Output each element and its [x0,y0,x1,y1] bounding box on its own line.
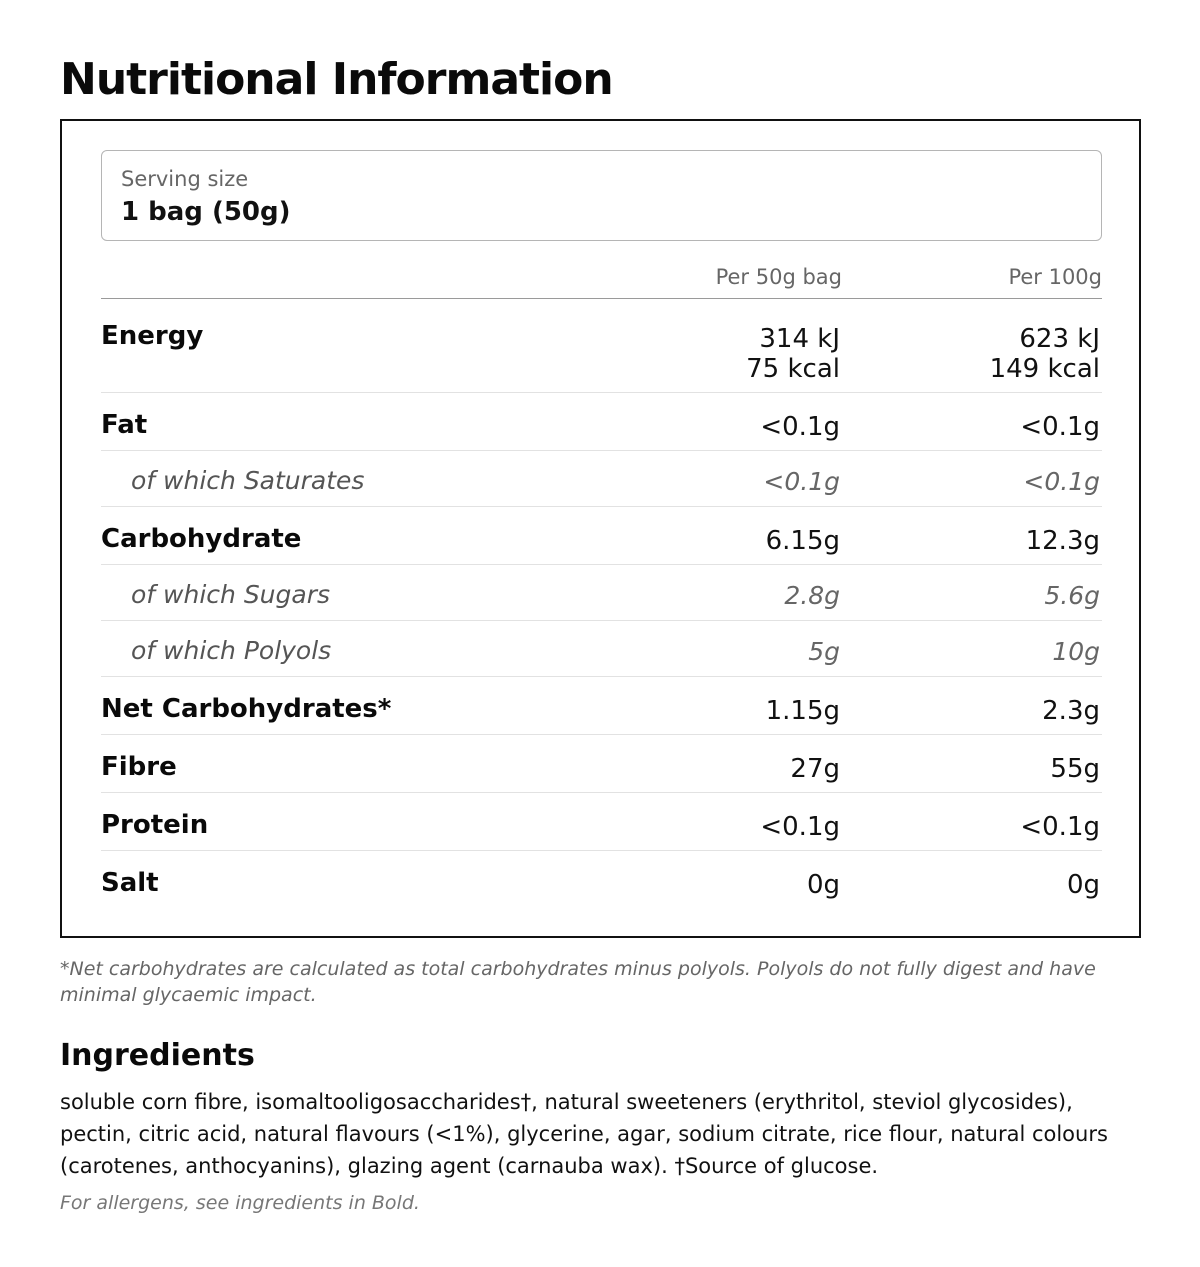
nutrient-name: of which Polyols [131,636,332,665]
value-per-bag: 2.8g [784,581,840,610]
table-row-carbohydrate: Carbohydrate 6.15g 12.3g [101,507,1102,565]
ingredients-heading: Ingredients [60,1038,255,1073]
page-title: Nutritional Information [60,54,614,105]
nutrient-name: of which Sugars [131,580,331,609]
table-row-salt: Salt 0g 0g [101,851,1102,909]
value-per-bag: 0g [806,870,840,900]
nutrient-name: of which Saturates [131,466,365,495]
value-per-bag: <0.1g [763,467,840,496]
column-header-per-bag: Per 50g bag [715,265,842,289]
value-per-100g-kj: 623 kJ [1019,324,1100,354]
value-per-bag: 6.15g [765,526,840,556]
nutrient-name: Net Carbohydrates* [101,694,392,724]
table-header: Per 50g bag Per 100g [101,259,1102,299]
value-per-100g: <0.1g [1023,467,1100,496]
value-per-100g: 2.3g [1042,696,1100,726]
table-row-fat: Fat <0.1g <0.1g [101,393,1102,451]
nutrient-name: Energy [101,321,204,351]
value-per-100g: 0g [1066,870,1100,900]
value-per-bag: <0.1g [760,412,840,442]
nutrient-name: Salt [101,868,159,898]
nutrition-table: Per 50g bag Per 100g Energy 314 kJ 75 kc… [101,259,1102,909]
value-per-bag: <0.1g [760,812,840,842]
value-per-100g: 12.3g [1025,526,1100,556]
value-per-bag: 27g [790,754,840,784]
column-header-per-100g: Per 100g [1008,265,1102,289]
table-row-fibre: Fibre 27g 55g [101,735,1102,793]
table-row-protein: Protein <0.1g <0.1g [101,793,1102,851]
value-per-100g: 5.6g [1044,581,1100,610]
serving-size-label: Serving size [121,167,249,191]
ingredients-list: soluble corn fibre, isomaltooligosacchar… [60,1090,1108,1178]
nutrition-table-box: Serving size 1 bag (50g) Per 50g bag Per… [60,119,1141,938]
value-per-100g: 10g [1052,637,1100,666]
nutrient-name: Carbohydrate [101,524,302,554]
value-per-100g: 55g [1050,754,1100,784]
value-per-bag-kj: 314 kJ [759,324,840,354]
value-per-bag: 5g [808,637,840,666]
net-carbs-footnote: *Net carbohydrates are calculated as tot… [60,958,1096,1006]
value-per-100g: <0.1g [1020,812,1100,842]
value-per-100g-kcal: 149 kcal [989,354,1100,384]
nutrient-name: Fibre [101,752,177,782]
value-per-bag-kcal: 75 kcal [746,354,840,384]
value-per-bag: 1.15g [765,696,840,726]
allergen-note: For allergens, see ingredients in Bold. [60,1192,420,1214]
value-per-100g: <0.1g [1020,412,1100,442]
table-row-saturates: of which Saturates <0.1g <0.1g [101,451,1102,507]
serving-size-value: 1 bag (50g) [121,197,291,227]
nutrient-name: Fat [101,410,148,440]
nutrient-name: Protein [101,810,209,840]
table-row-sugars: of which Sugars 2.8g 5.6g [101,565,1102,621]
table-row-polyols: of which Polyols 5g 10g [101,621,1102,677]
table-row-net-carbohydrates: Net Carbohydrates* 1.15g 2.3g [101,677,1102,735]
serving-size-box: Serving size 1 bag (50g) [101,150,1102,241]
table-row-energy: Energy 314 kJ 75 kcal 623 kJ 149 kcal [101,299,1102,393]
